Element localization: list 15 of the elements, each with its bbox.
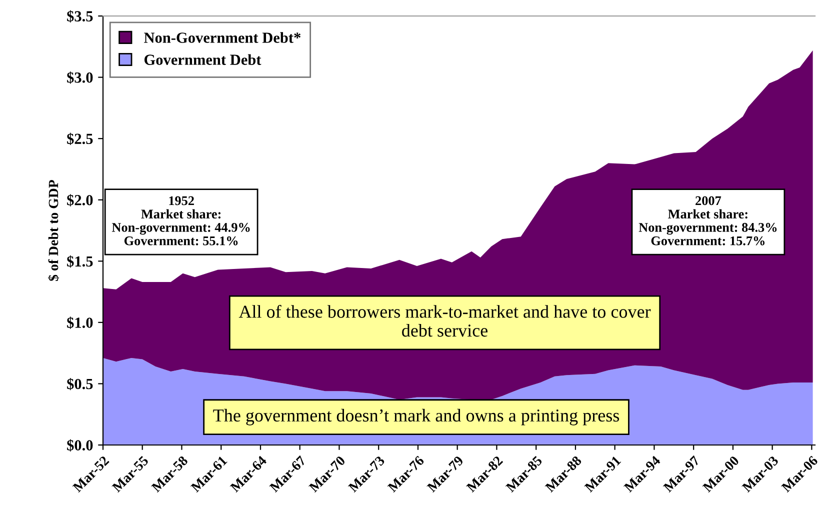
- annotation: All of these borrowers mark-to-market and have to cover debt service: [238, 304, 651, 337]
- annotation: 2007 Market share: Non-government: 84.3% Government: 15.7%: [638, 196, 777, 246]
- y-tick-label: $2.5: [67, 132, 93, 146]
- y-tick-label: $0.0: [67, 439, 93, 452]
- y-tick-label: $1.5: [67, 255, 93, 268]
- legend-label: Government Debt: [144, 54, 262, 65]
- annotation: 1952 Market share: Non-government: 44.9% Government: 55.1%: [112, 196, 250, 246]
- y-tick-label: $3.5: [67, 10, 93, 22]
- y-tick-label: $0.5: [67, 378, 93, 390]
- y-axis-title: $ of Debt to GDP: [48, 180, 60, 281]
- y-tick-label: $3.0: [67, 72, 93, 84]
- legend-label: Non-Government Debt*: [144, 32, 301, 43]
- y-tick-label: $2.0: [67, 194, 93, 206]
- annotation: The government doesn’t mark and owns a printing press: [213, 408, 620, 426]
- y-tick-label: $1.0: [67, 316, 93, 329]
